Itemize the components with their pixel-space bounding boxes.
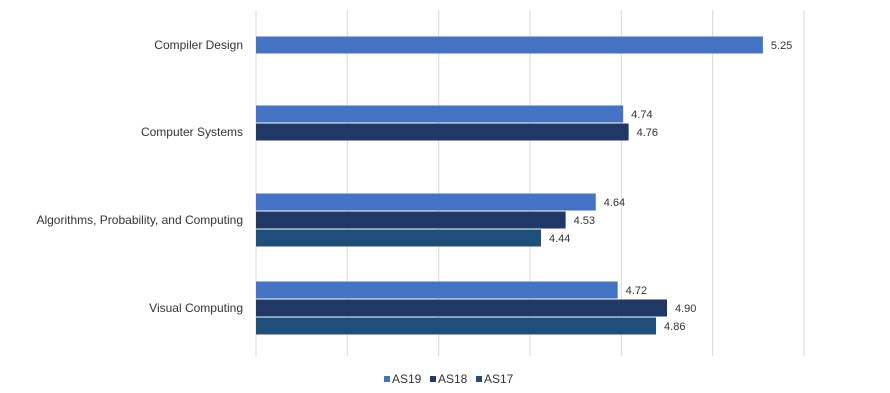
bar-as18 [256,211,566,229]
data-label: 4.76 [637,127,658,139]
data-label: 4.86 [664,321,685,333]
category-label: Algorithms, Probability, and Computing [36,213,243,227]
legend-label: AS19 [392,372,422,386]
bar-as17 [256,229,541,247]
legend-swatch [430,376,436,382]
data-label: 4.53 [574,215,595,227]
bar-as19 [256,105,624,123]
bar-as19 [256,281,618,299]
bar-as18 [256,299,667,317]
data-label: 5.25 [771,40,792,52]
bar-as18 [256,123,629,141]
legend-label: AS17 [484,372,514,386]
legend-label: AS18 [438,372,468,386]
category-label: Computer Systems [141,125,243,139]
data-label: 4.64 [604,197,625,209]
category-label: Compiler Design [154,38,243,52]
category-label: Visual Computing [149,301,243,315]
bar-as17 [256,317,657,335]
legend-swatch [384,376,390,382]
data-label: 4.44 [549,233,570,245]
legend-swatch [476,376,482,382]
data-label: 4.72 [626,285,647,297]
data-label: 4.74 [631,109,652,121]
data-label: 4.90 [675,303,696,315]
bar-as19 [256,193,596,211]
bar-as19 [256,36,763,54]
